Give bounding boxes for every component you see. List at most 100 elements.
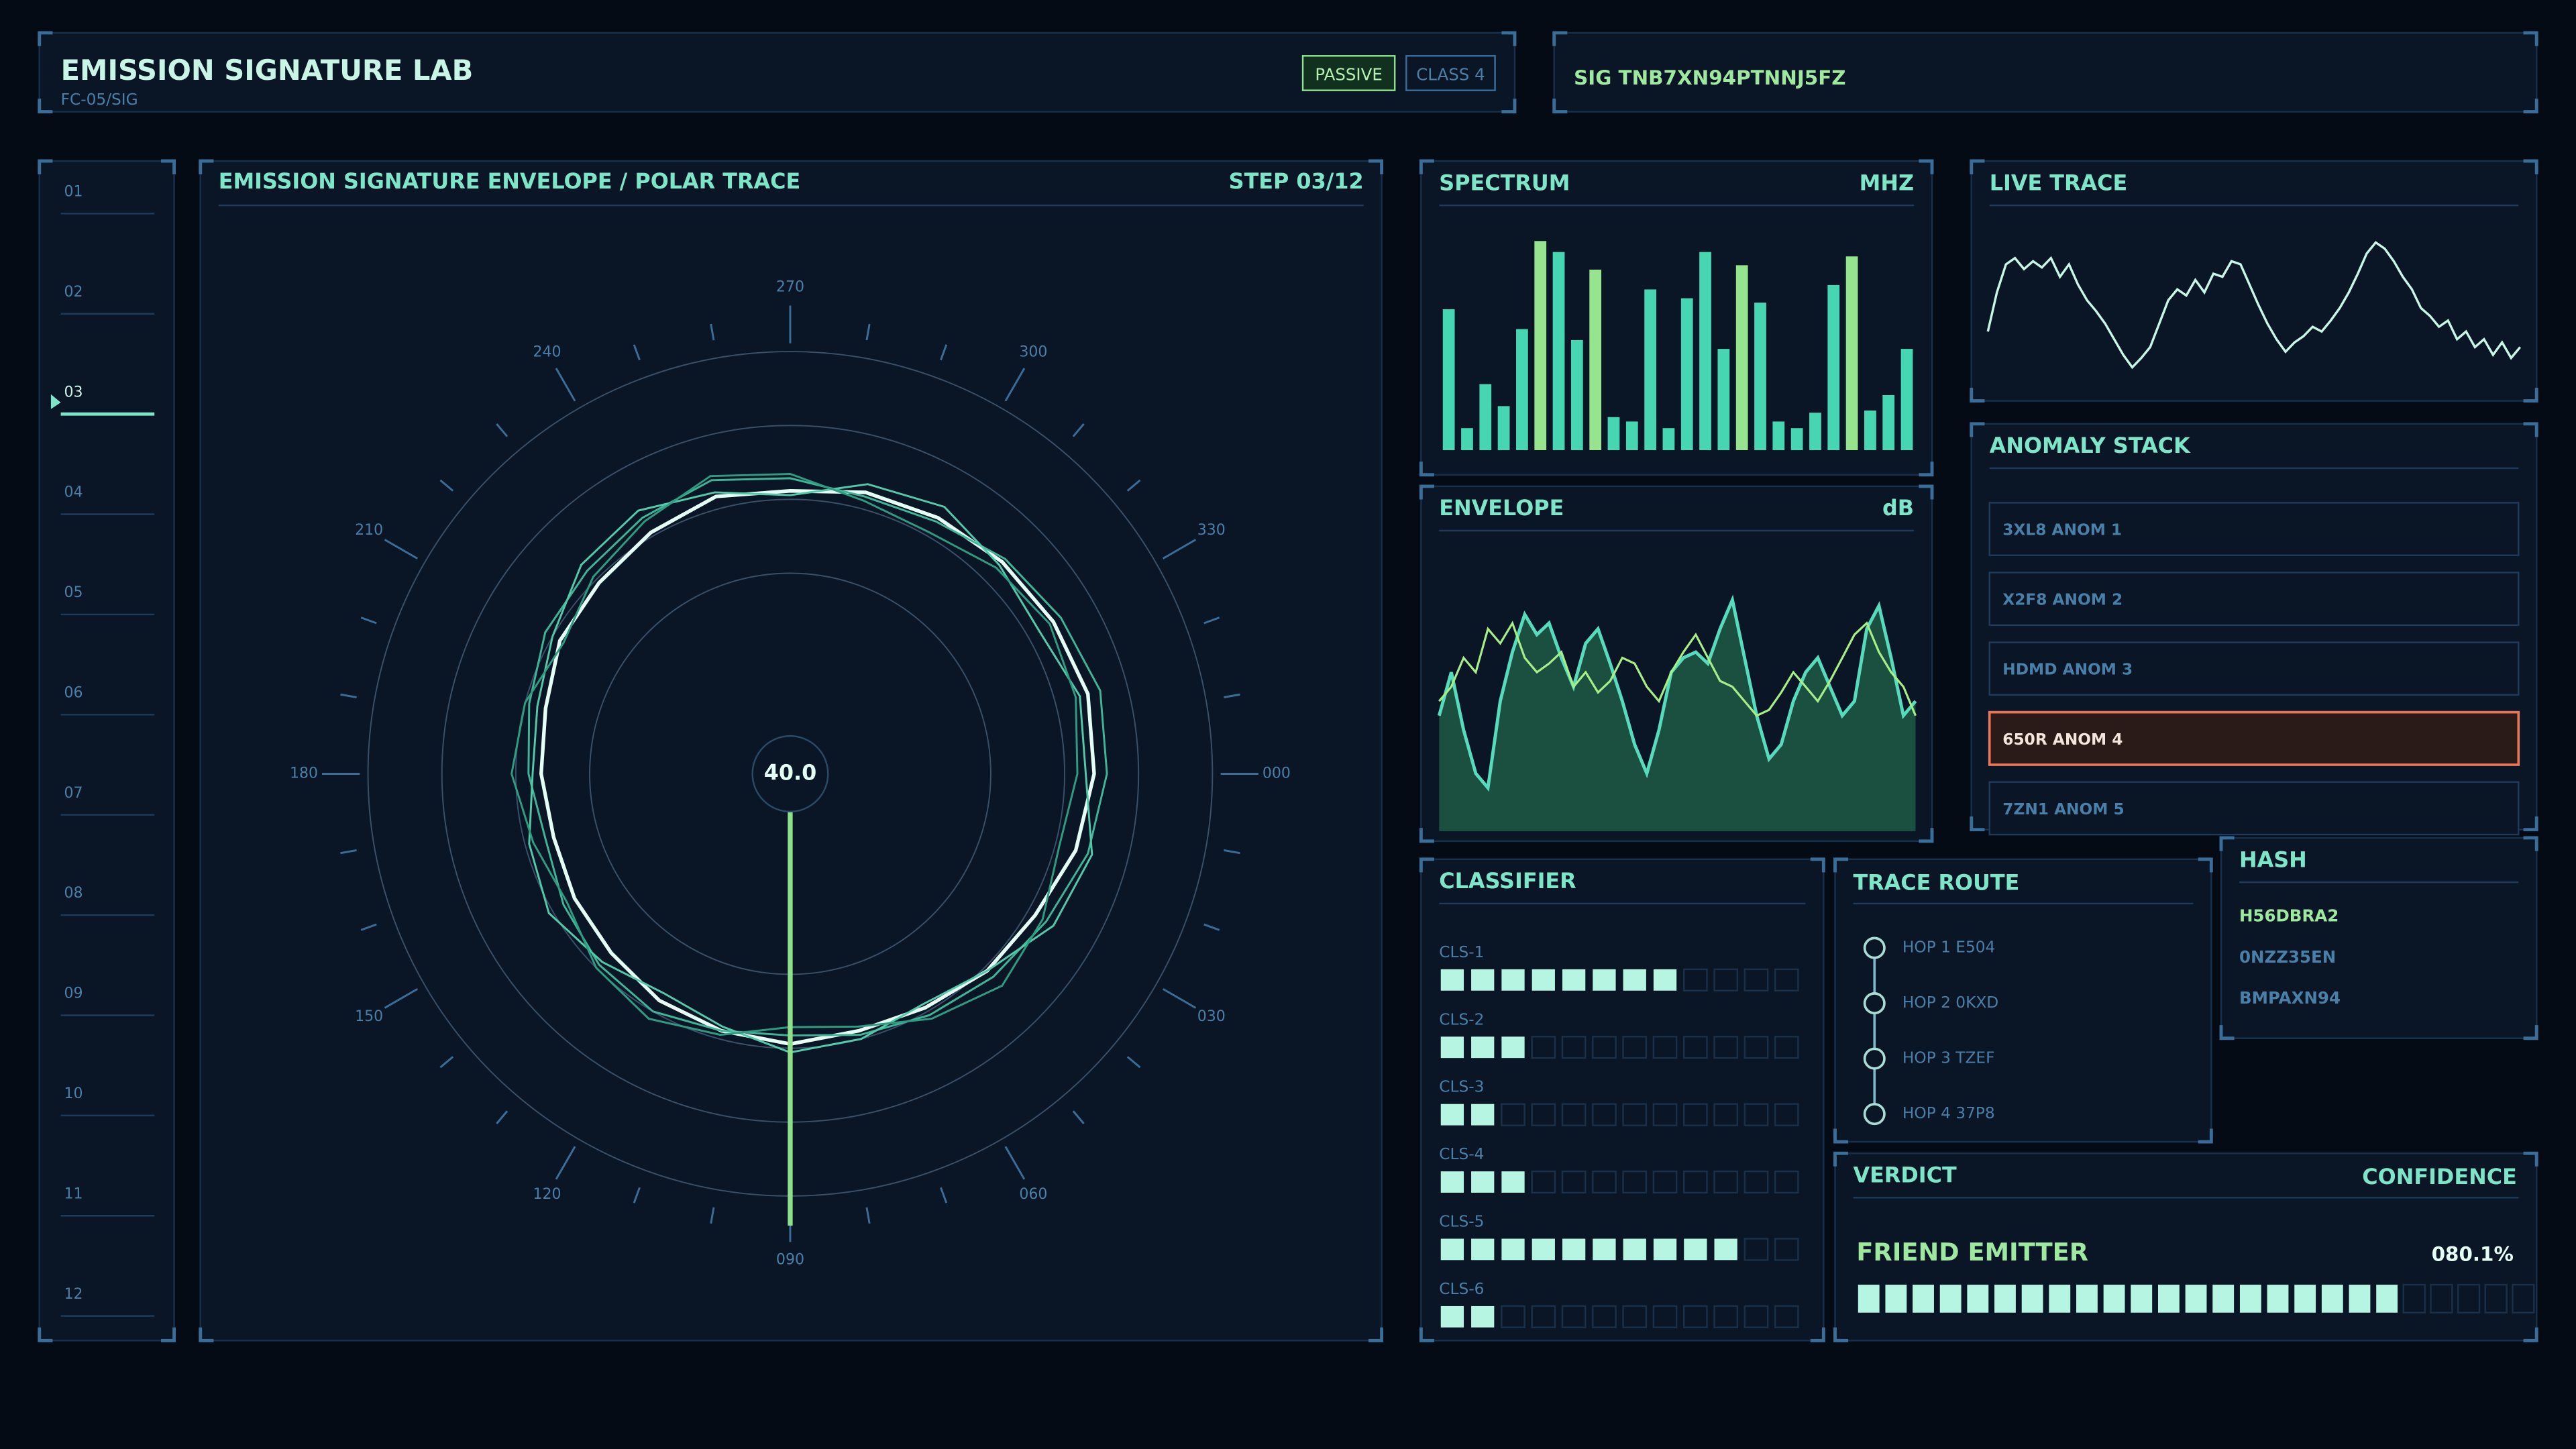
route-hop: HOP 1 E504 (1902, 938, 1995, 957)
anomaly-label[interactable]: 7ZN1 ANOM 5 (2002, 800, 2124, 818)
route-hop: HOP 3 TZEF (1902, 1049, 1995, 1067)
anomaly-label[interactable]: 650R ANOM 4 (2002, 731, 2123, 749)
panel-title: LIVE TRACE (1990, 170, 2128, 195)
nav-item[interactable]: 04 (64, 484, 83, 501)
spectrum-bar (1461, 428, 1473, 451)
polar-tick (439, 479, 454, 492)
hash-item: H56DBRA2 (2239, 906, 2339, 926)
polar-tick (384, 539, 419, 559)
spectrum-bar (1479, 384, 1492, 451)
classifier-cell (1774, 1103, 1799, 1126)
classifier-cell (1592, 1305, 1617, 1328)
classifier-cell (1713, 1305, 1739, 1328)
classifier-cell (1471, 1305, 1495, 1328)
classifier-cell (1561, 1103, 1587, 1126)
theta-tick-label: 060 (1019, 1186, 1047, 1203)
nav-item[interactable]: 10 (64, 1085, 83, 1102)
polar-trace (528, 483, 1093, 1054)
nav-item[interactable]: 01 (64, 184, 83, 201)
anomaly-item[interactable] (1988, 781, 2520, 836)
nav-marker (50, 394, 61, 409)
nav-item[interactable]: 08 (64, 885, 83, 902)
classifier-cell (1653, 1238, 1677, 1260)
panel (1420, 858, 1825, 1342)
center-label: 40.0 (764, 759, 817, 785)
nav-item[interactable]: 11 (64, 1185, 83, 1202)
hash-item: 0NZZ35EN (2239, 947, 2336, 967)
confidence-cell (2157, 1285, 2180, 1313)
class-label[interactable]: CLASS 4 (1416, 65, 1485, 85)
polar-tick (1162, 988, 1197, 1009)
classifier-cell (1501, 1305, 1525, 1328)
classifier-cell (1682, 1170, 1708, 1194)
unit-label: dB (1882, 495, 1914, 521)
mode-label[interactable]: PASSIVE (1315, 65, 1382, 85)
theta-tick-label: 300 (1019, 344, 1047, 361)
panel-corner (38, 159, 176, 1342)
route-node (1863, 992, 1886, 1015)
polar-tick (384, 988, 419, 1009)
anomaly-item[interactable] (1988, 710, 2520, 766)
route-node (1863, 936, 1886, 959)
classifier-cell (1531, 1103, 1556, 1126)
confidence-cell (2430, 1283, 2453, 1313)
anomaly-label[interactable]: 3XL8 ANOM 1 (2002, 521, 2122, 539)
route-node (1863, 1047, 1886, 1070)
panel-title: TRACE ROUTE (1853, 870, 2019, 896)
confidence-cell (2212, 1285, 2235, 1313)
classifier-cell (1652, 1103, 1678, 1126)
spectrum-bar (1534, 241, 1547, 451)
spectrum-bar (1790, 428, 1803, 451)
anomaly-item[interactable] (1988, 572, 2520, 627)
classifier-cell (1501, 1036, 1525, 1059)
classifier-cell (1471, 969, 1495, 991)
polar-tick (1203, 616, 1220, 625)
panel-title: SPECTRUM (1439, 170, 1570, 195)
confidence-cell (1913, 1285, 1934, 1313)
classifier-cell (1622, 1170, 1648, 1194)
polar-trace (539, 489, 1096, 1046)
nav-item[interactable]: 05 (64, 584, 83, 601)
confidence-cell (1939, 1285, 1962, 1313)
classifier-cell (1531, 1305, 1556, 1328)
anomaly-item[interactable] (1988, 502, 2520, 556)
spectrum-bar (1864, 410, 1876, 451)
polar-tick (340, 849, 357, 855)
theta-tick-label: 150 (355, 1008, 383, 1025)
anomaly-label[interactable]: HDMD ANOM 3 (2002, 661, 2133, 679)
anomaly-item[interactable] (1988, 641, 2520, 696)
classifier-cell (1440, 1305, 1464, 1328)
classifier-cell (1532, 969, 1555, 991)
confidence-cell (2512, 1283, 2535, 1313)
nav-item[interactable]: 06 (64, 684, 83, 701)
classifier-cell (1652, 1305, 1678, 1328)
nav-item[interactable]: 09 (64, 985, 83, 1002)
polar-tick (1126, 1056, 1141, 1069)
mode-button[interactable] (1301, 55, 1396, 91)
classifier-cell (1713, 1103, 1739, 1126)
confidence-cell (2457, 1283, 2481, 1313)
classifier-cell (1471, 1171, 1495, 1193)
class-button[interactable] (1405, 55, 1496, 91)
classifier-cell (1561, 1036, 1587, 1059)
classifier-label: CLS-3 (1439, 1078, 1484, 1096)
polar-tick (555, 1146, 576, 1180)
classifier-cell (1774, 1305, 1799, 1328)
classifier-label: CLS-2 (1439, 1010, 1484, 1028)
nav-item[interactable]: 07 (64, 785, 83, 802)
classifier-cell (1440, 1104, 1464, 1126)
anomaly-label[interactable]: X2F8 ANOM 2 (2002, 591, 2123, 609)
nav-item[interactable]: 12 (64, 1286, 83, 1303)
theta-tick-label: 180 (290, 765, 318, 782)
live-trace (1986, 241, 2522, 370)
panel-title: EMISSION SIGNATURE ENVELOPE / POLAR TRAC… (219, 168, 801, 194)
theta-tick-label: 120 (533, 1186, 561, 1203)
nav-item[interactable]: 02 (64, 284, 83, 301)
classifier-cell (1622, 1103, 1648, 1126)
nav-item[interactable]: 03 (64, 384, 83, 400)
polar-tick (940, 344, 948, 361)
panel-title: HASH (2239, 847, 2307, 872)
classifier-cell (1652, 1036, 1678, 1059)
classifier-cell (1774, 968, 1799, 991)
